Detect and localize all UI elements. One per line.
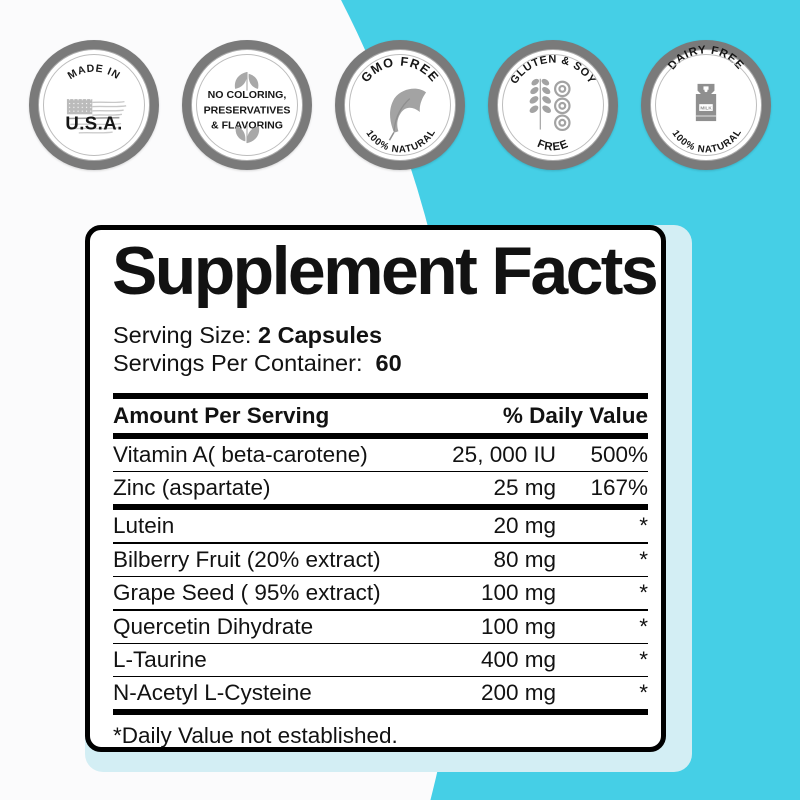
svg-text:PRESERVATIVES: PRESERVATIVES	[204, 104, 291, 116]
svg-text:& FLAVORING: & FLAVORING	[211, 120, 283, 132]
svg-text:DAIRY FREE: DAIRY FREE	[666, 44, 746, 72]
svg-text:100% NATURAL: 100% NATURAL	[364, 127, 439, 156]
svg-text:GLUTEN & SOY: GLUTEN & SOY	[508, 54, 598, 87]
svg-text:NO COLORING,: NO COLORING,	[208, 89, 287, 101]
svg-text:FREE: FREE	[536, 138, 571, 154]
svg-text:100% NATURAL: 100% NATURAL	[670, 127, 745, 156]
svg-text:GMO FREE: GMO FREE	[358, 55, 441, 86]
svg-text:MADE IN: MADE IN	[66, 62, 123, 82]
svg-text:U.S.A.: U.S.A.	[65, 113, 122, 134]
svg-text:MILK: MILK	[700, 106, 712, 111]
